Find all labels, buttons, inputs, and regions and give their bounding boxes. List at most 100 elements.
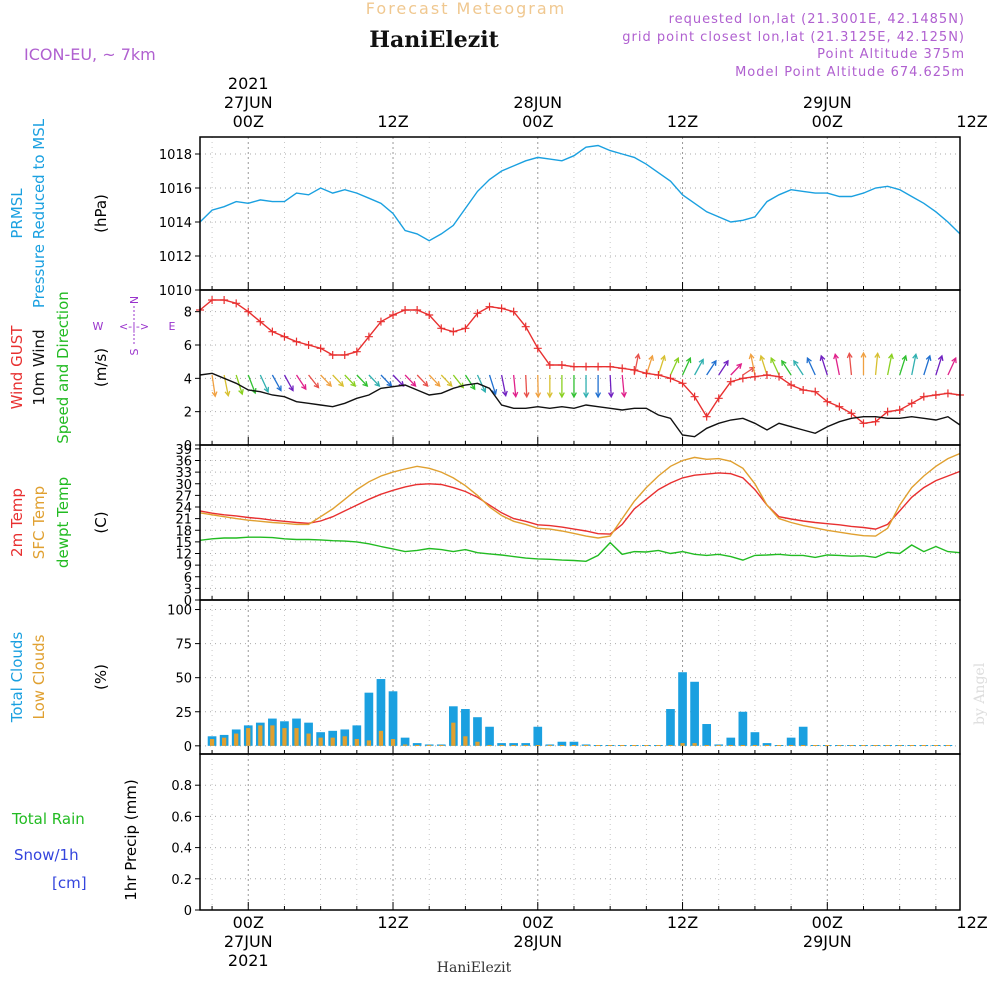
- wind-arrow: [500, 374, 507, 396]
- wind-arrow-head: [759, 354, 765, 361]
- bar-low-clouds: [209, 739, 215, 746]
- bar-low-clouds: [656, 745, 661, 747]
- y-tick-label: 0.6: [171, 810, 192, 825]
- bar-low-clouds: [620, 745, 625, 747]
- wind-arrow-head: [288, 385, 294, 392]
- top-time-label: 00Z: [812, 112, 843, 131]
- bar-total-clouds: [762, 743, 772, 746]
- wind-arrow-head: [937, 354, 944, 361]
- y-tick-label: 9: [184, 559, 192, 574]
- y-unit-label: (C): [92, 511, 110, 533]
- bar-total-clouds: [485, 726, 494, 746]
- bar-low-clouds: [873, 745, 878, 747]
- bar-low-clouds: [463, 736, 468, 746]
- gust-marker: [208, 296, 217, 304]
- bar-total-clouds: [412, 743, 422, 746]
- compass-arrow: <-|->: [119, 320, 149, 333]
- bar-total-clouds: [569, 741, 579, 746]
- wind-arrow: [464, 374, 476, 390]
- wind-arrow: [742, 366, 755, 376]
- gust-marker: [750, 372, 759, 381]
- bar-total-clouds: [497, 743, 506, 746]
- precip-label: Total Rain: [11, 810, 85, 828]
- y-tick-label: 33: [175, 466, 192, 481]
- y-tick-label: 12: [175, 548, 192, 563]
- bar-low-clouds: [837, 745, 842, 747]
- wind-arrow: [793, 360, 804, 376]
- wind-arrow: [525, 374, 528, 397]
- wind-arrow-head: [723, 359, 729, 366]
- wind-arrow-head: [888, 352, 894, 360]
- compass-north: N: [128, 296, 141, 304]
- top-time-label: 27JUN: [224, 93, 273, 112]
- top-time-label: 2021: [228, 74, 269, 93]
- panel-frame: [199, 289, 961, 446]
- wind-arrow: [621, 374, 625, 397]
- bar-low-clouds: [740, 745, 745, 747]
- wind-arrow-head: [276, 385, 282, 392]
- y-unit-label: (m/s): [92, 348, 110, 387]
- bottom-time-label: 00Z: [522, 913, 553, 932]
- gust-marker: [473, 309, 482, 318]
- bar-low-clouds: [294, 728, 299, 746]
- gust-marker: [521, 322, 530, 331]
- gust-marker: [280, 332, 289, 341]
- bar-total-clouds: [533, 726, 543, 746]
- panel-frame: [199, 753, 961, 911]
- wind-arrow-head: [558, 392, 565, 399]
- wind-arrow: [911, 354, 917, 376]
- bar-total-clouds: [473, 717, 482, 746]
- wind-arrow: [760, 355, 768, 376]
- wind-arrow-head: [951, 356, 957, 364]
- panel-pressure: 1010 1012 1014 1016 1018 PRMSL Pressure Reduce…: [8, 118, 961, 308]
- y-tick-label: 0: [184, 904, 192, 919]
- gust-marker: [787, 381, 796, 389]
- bar-total-clouds: [738, 711, 748, 746]
- gust-marker: [425, 311, 434, 319]
- bar-low-clouds: [644, 745, 649, 747]
- y-tick-label: 1014: [159, 216, 192, 231]
- y-tick-label: 3: [184, 582, 192, 597]
- wind-arrow-head: [446, 381, 453, 387]
- series-line-1: [199, 452, 961, 539]
- wind-arrow-head: [491, 389, 498, 396]
- wind-arrow: [440, 374, 453, 387]
- bar-low-clouds: [559, 745, 565, 747]
- gust-marker: [943, 389, 952, 398]
- model-altitude: Model Point Altitude 674.625m: [735, 65, 965, 80]
- wind-arrow-head: [535, 392, 542, 399]
- wind-arrow: [899, 355, 907, 376]
- wind-arrow-head: [546, 392, 553, 399]
- bar-total-clouds: [461, 709, 470, 746]
- wind-arrow: [488, 374, 497, 395]
- gust-marker: [485, 302, 494, 311]
- gust-marker: [618, 364, 627, 373]
- bar-low-clouds: [825, 745, 830, 747]
- bar-low-clouds: [415, 745, 420, 747]
- y-tick-label: 6: [184, 571, 192, 586]
- gust-marker: [292, 337, 301, 346]
- wind-arrow: [344, 374, 356, 387]
- y-series-label: PRMSL: [8, 188, 26, 239]
- wind-arrow-head: [571, 392, 577, 399]
- bar-low-clouds: [849, 745, 854, 747]
- wind-arrow: [332, 374, 344, 387]
- gust-marker: [738, 374, 747, 383]
- wind-arrow: [834, 354, 841, 376]
- bar-total-clouds: [376, 679, 386, 746]
- wind-arrow: [874, 353, 879, 376]
- chart-title: Forecast Meteogram: [366, 0, 566, 18]
- top-time-label: 28JUN: [513, 93, 562, 112]
- bar-low-clouds: [234, 733, 239, 746]
- top-time-label: 12Z: [956, 112, 987, 131]
- gust-marker: [726, 377, 735, 386]
- wind-arrow-head: [608, 392, 614, 399]
- y-tick-label: 2: [184, 406, 192, 421]
- gust-marker: [702, 412, 711, 421]
- y-tick-label: 18: [175, 524, 192, 539]
- bar-low-clouds: [583, 745, 589, 747]
- bar-low-clouds: [632, 745, 637, 747]
- wind-arrow-head: [685, 356, 692, 364]
- bar-low-clouds: [270, 725, 275, 746]
- wind-arrow: [848, 353, 853, 376]
